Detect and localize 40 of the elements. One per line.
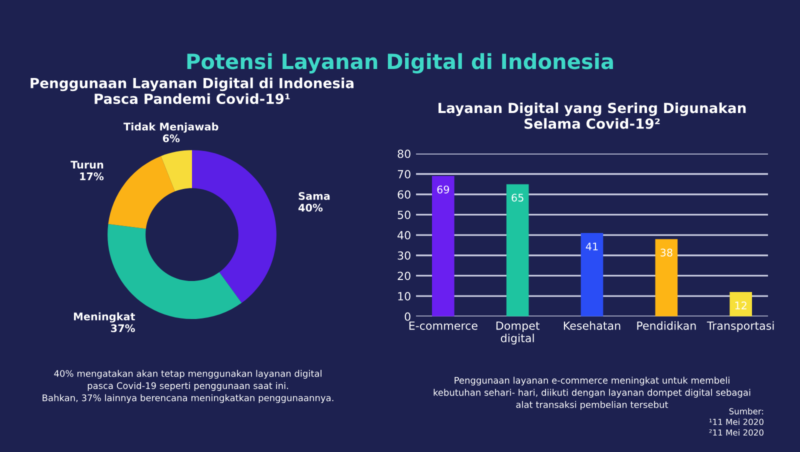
y-tick-label: 40 [398,231,410,240]
text: Sumber: ¹11 Mei 2020 ²11 Mei 2020 [709,408,764,436]
y-tick-label: 30 [398,251,410,260]
y-tick-label: 50 [398,210,410,220]
data-label: 41 [586,242,598,250]
data-label: 38 [660,248,672,257]
y-tick-label: 70 [398,170,410,178]
bar [432,176,454,316]
data-label: 6% [162,134,180,142]
data-label: 69 [437,186,450,194]
x-tick-label: E-commerce [409,322,478,330]
x-tick-label: Transportasi [706,321,774,332]
y-tick-label: 0 [404,312,410,321]
donut-slice [160,150,192,192]
chart-title: Layanan Digital yang Sering Digunakan Selama Covid-19² [438,102,746,129]
bar [655,239,678,316]
y-tick-label: 60 [398,190,410,199]
data-label: 40% [298,204,323,212]
slice-label: Sama [298,192,330,200]
slice-label: Turun [70,160,104,169]
text: Potensi Layanan Digital di Indonesia [187,53,613,74]
bar [580,233,604,316]
donut-slice [108,156,175,229]
x-tick-label: Dompet digital [496,322,540,344]
slice-label: Meningkat [74,312,136,323]
y-tick-label: 20 [398,272,410,280]
donut-slice [192,150,276,303]
bar [730,292,752,316]
slice-label: Tidak Menjawab [124,122,218,133]
data-label: 12 [735,302,746,310]
bar [506,184,529,316]
y-tick-label: 80 [398,150,410,158]
data-label: 65 [512,194,524,202]
data-label: 17% [80,172,104,180]
text: 40% mengatakan akan tetap menggunakan layanan digital pasca Covid-19 seperti penggunaan saat ini. Bahkan, 37% lainnya berencana meningkatkan penggunaannya. [42,370,334,403]
data-label: 37% [111,324,135,332]
x-tick-label: Kesehatan [564,321,620,330]
y-tick-label: 10 [398,292,410,300]
chart-title: Penggunaan Layanan Digital di Indonesia Pasca Pandemi Covid-19¹ [30,78,354,104]
x-tick-label: Pendidikan [637,321,696,330]
